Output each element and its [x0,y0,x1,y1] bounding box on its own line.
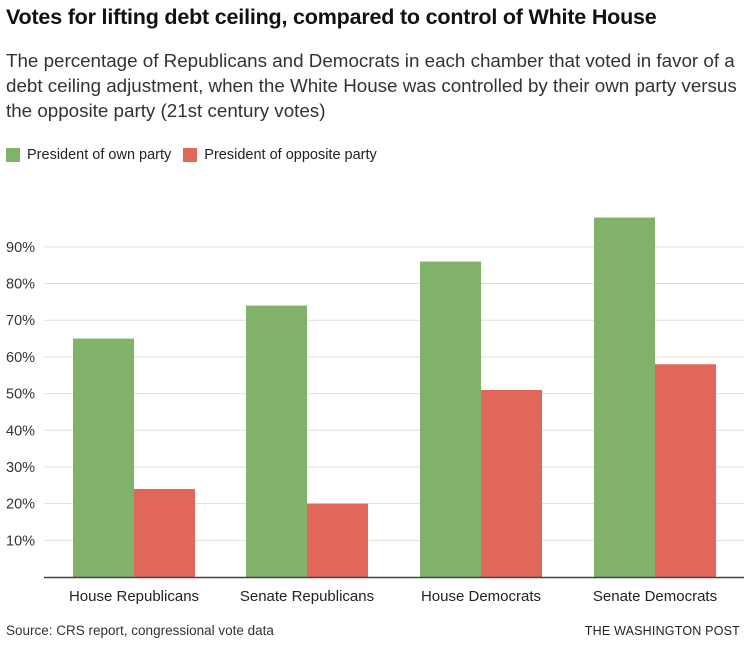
x-category-label: House Democrats [421,588,541,605]
bar-opposite-party [307,503,368,577]
bar-opposite-party [655,364,716,577]
chart-title: Votes for lifting debt ceiling, compared… [6,5,657,29]
x-category-label: Senate Democrats [593,588,717,605]
legend-item-own: President of own party [6,147,171,163]
y-tick-label: 80% [6,277,35,293]
bar-own-party [73,338,134,577]
y-tick-label: 40% [6,423,35,439]
legend-swatch-own [6,148,20,162]
legend-label-own: President of own party [27,147,172,163]
bar-own-party [594,217,655,577]
publisher-credit: THE WASHINGTON POST [584,624,740,638]
source-note: Source: CRS report, congressional vote d… [6,623,274,638]
legend-swatch-opposite [183,148,198,162]
legend: President of own party President of oppo… [6,146,389,164]
y-tick-label: 90% [6,240,35,256]
bar-own-party [246,305,307,577]
y-tick-label: 60% [6,350,35,366]
y-tick-label: 50% [6,387,35,403]
bar-own-party [420,261,481,577]
y-tick-label: 20% [6,497,35,513]
bar-opposite-party [134,488,195,577]
y-tick-label: 70% [6,313,35,329]
legend-item-opposite: President of opposite party [183,147,377,163]
y-tick-label: 30% [6,460,35,476]
legend-label-opposite: President of opposite party [204,147,377,163]
bar-opposite-party [481,389,542,577]
y-tick-label: 10% [6,533,35,549]
chart-subtitle: The percentage of Republicans and Democr… [6,50,737,121]
x-category-label: House Republicans [69,588,199,605]
x-category-label: Senate Republicans [240,588,374,605]
